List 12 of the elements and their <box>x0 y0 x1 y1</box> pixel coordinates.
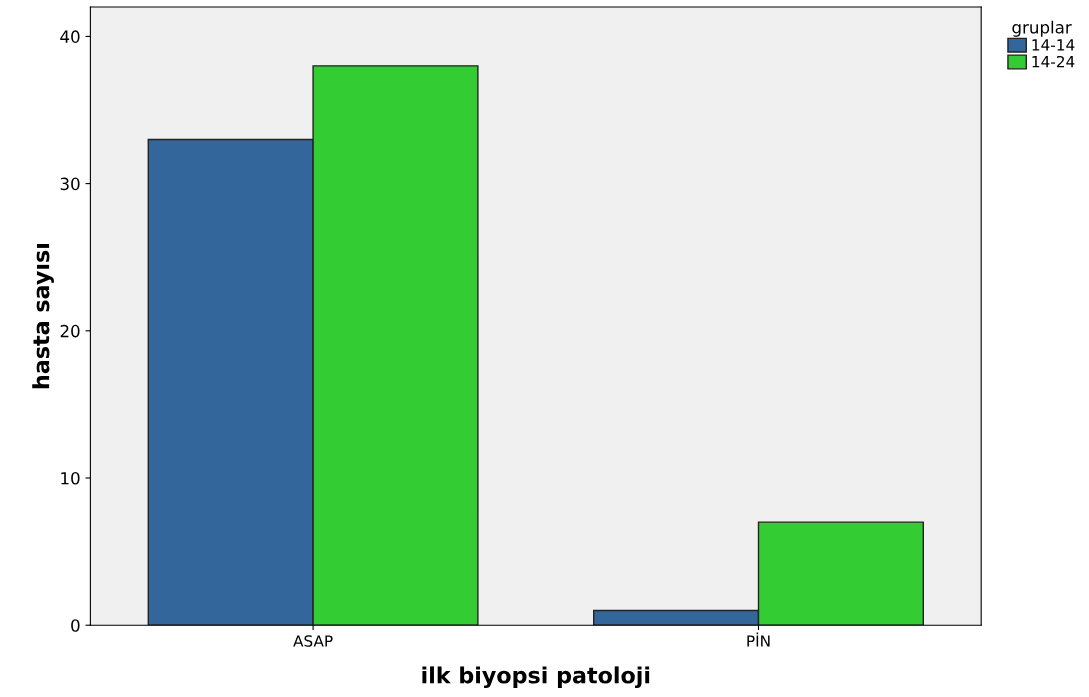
y-tick-label: 10 <box>61 471 80 485</box>
y-tick-label: 0 <box>71 619 80 632</box>
y-tick-label: 20 <box>60 324 80 338</box>
y-axis-title: hasta sayısı <box>32 244 54 389</box>
y-tick-label: 30 <box>60 177 80 191</box>
legend-label: 14-14 <box>1032 39 1075 51</box>
x-tick-label: ASAP <box>293 635 333 647</box>
y-tick-label: 40 <box>60 30 80 43</box>
x-axis-title: ilk biyopsi patoloji <box>422 666 650 689</box>
legend-label: 14-24 <box>1032 55 1075 68</box>
legend-title: gruplar <box>1012 20 1072 37</box>
x-tick-label: PİN <box>747 632 770 647</box>
